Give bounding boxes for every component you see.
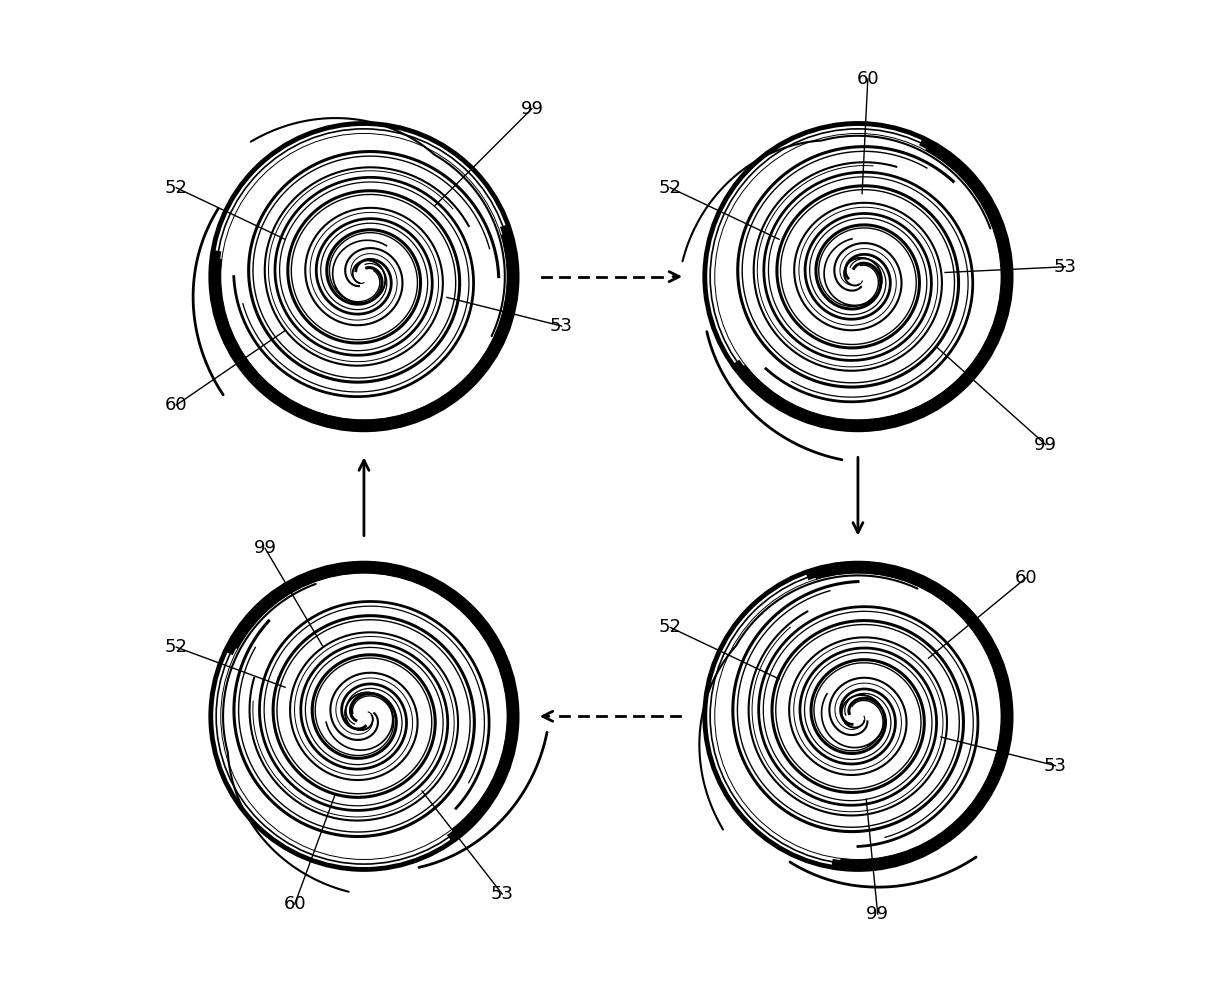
Text: 52: 52 [165, 638, 188, 656]
Text: 60: 60 [1014, 569, 1037, 587]
Text: 52: 52 [658, 179, 681, 197]
Text: 53: 53 [1054, 258, 1077, 276]
Text: 53: 53 [491, 885, 514, 903]
Text: 99: 99 [1034, 436, 1057, 453]
Text: 53: 53 [1044, 757, 1067, 775]
Text: 99: 99 [520, 100, 543, 118]
Text: 60: 60 [165, 396, 188, 414]
Text: 99: 99 [253, 539, 276, 557]
Text: 99: 99 [867, 905, 890, 923]
Text: 52: 52 [658, 618, 681, 636]
Text: 53: 53 [550, 317, 573, 335]
Text: 52: 52 [165, 179, 188, 197]
Text: 60: 60 [857, 70, 879, 88]
Text: 60: 60 [284, 895, 307, 913]
